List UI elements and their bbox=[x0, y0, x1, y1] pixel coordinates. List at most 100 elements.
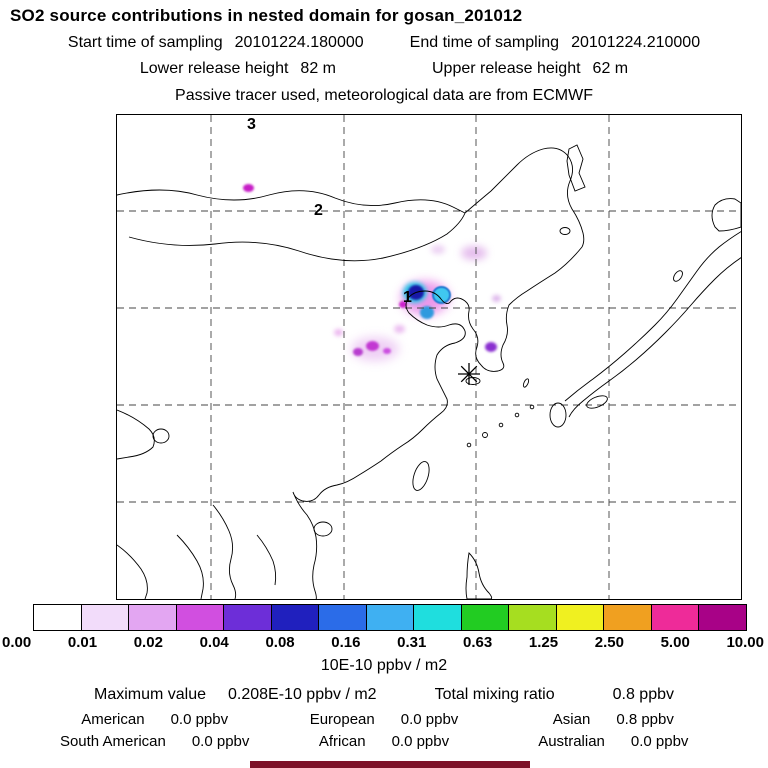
lower-release-label: Lower release height bbox=[139, 60, 289, 77]
border-indochina-3 bbox=[256, 534, 277, 586]
region-stat-value: 0.0 ppbv bbox=[170, 711, 229, 728]
colorbar-segment bbox=[699, 605, 746, 630]
concentration-map: 3 2 1 bbox=[116, 114, 742, 600]
colorbar-segment bbox=[34, 605, 82, 630]
coastline-mainland bbox=[292, 246, 583, 599]
region-stat-value: 0.8 ppbv bbox=[616, 711, 674, 728]
colorbar-segment bbox=[651, 605, 700, 630]
colorbar-segments bbox=[33, 604, 747, 631]
concentration-blob bbox=[492, 295, 501, 302]
colorbar-tick-label: 0.08 bbox=[265, 634, 295, 651]
colorbar-units-label: 10E-10 ppbv / m2 bbox=[320, 657, 448, 674]
concentration-blob bbox=[461, 246, 487, 260]
island-shikoku bbox=[586, 395, 608, 409]
region-stat: South American 0.0 ppbv bbox=[40, 733, 269, 750]
colorbar-tick-label: 0.01 bbox=[67, 634, 98, 651]
coastline-japan-east bbox=[568, 257, 741, 418]
concentration-blob bbox=[399, 301, 407, 308]
colorbar-tick-label: 0.63 bbox=[463, 634, 493, 651]
region-stat-value: 0.0 ppbv bbox=[191, 733, 250, 750]
map-canvas: 3 2 1 bbox=[117, 115, 741, 599]
island-sakhalin bbox=[566, 144, 586, 192]
bottom-strip bbox=[250, 761, 530, 768]
maximum-value-stat: Maximum value 0.208E-10 ppbv / m2 bbox=[94, 686, 377, 704]
concentration-blob bbox=[353, 348, 363, 356]
concentration-blob bbox=[394, 325, 405, 333]
page-title: SO2 source contributions in nested domai… bbox=[10, 6, 523, 25]
maximum-value-label: Maximum value bbox=[93, 686, 207, 703]
coastline-japan-west bbox=[564, 231, 741, 402]
start-time-label: Start time of sampling bbox=[67, 34, 223, 51]
end-time: End time of sampling 20101224.210000 bbox=[410, 34, 700, 52]
colorbar-tick-label: 0.02 bbox=[133, 634, 163, 651]
concentration-blob bbox=[383, 348, 391, 354]
colorbar-segment bbox=[224, 605, 272, 630]
region-stat-label: Australian bbox=[538, 733, 605, 750]
border-himalaya bbox=[117, 409, 155, 460]
island-kyushu bbox=[549, 402, 567, 428]
lower-release-value: 82 m bbox=[300, 60, 336, 77]
colorbar-segment bbox=[129, 605, 177, 630]
island-ryukyu bbox=[529, 404, 535, 410]
lake-qinghai bbox=[152, 428, 170, 444]
region-stats: American 0.0 ppbv European 0.0 ppbv Asian 0.8… bbox=[40, 711, 728, 750]
maximum-value: 0.208E-10 ppbv / m2 bbox=[228, 686, 377, 703]
upper-release: Upper release height 62 m bbox=[432, 60, 628, 78]
border-indochina-2 bbox=[176, 534, 204, 599]
island-hokkaido bbox=[711, 198, 741, 232]
colorbar-segment bbox=[319, 605, 367, 630]
region-stat-value: 0.0 ppbv bbox=[391, 733, 450, 750]
colorbar-tick-label: 10.00 bbox=[726, 634, 764, 651]
region-stat-value: 0.0 ppbv bbox=[630, 733, 689, 750]
island-taiwan bbox=[412, 461, 430, 491]
region-stat: Asian 0.8 ppbv bbox=[499, 711, 728, 728]
concentration-blob bbox=[485, 342, 497, 352]
region-stat: European 0.0 ppbv bbox=[269, 711, 498, 728]
trajectory-marker-3: 3 bbox=[247, 116, 256, 133]
region-stat-label: African bbox=[318, 733, 366, 750]
start-time: Start time of sampling 20101224.180000 bbox=[68, 34, 364, 52]
upper-release-value: 62 m bbox=[592, 60, 629, 77]
colorbar-segment bbox=[556, 605, 605, 630]
trajectory-marker-1: 1 bbox=[403, 289, 412, 306]
border-manchuria bbox=[464, 147, 585, 248]
colorbar-segment bbox=[271, 605, 320, 630]
region-stat-label: European bbox=[309, 711, 375, 728]
end-time-label: End time of sampling bbox=[409, 34, 560, 51]
latlon-grid bbox=[117, 115, 741, 599]
island-okinawa bbox=[482, 432, 488, 438]
coastlines bbox=[117, 144, 741, 599]
trajectory-marker-2: 2 bbox=[314, 202, 323, 219]
start-time-value: 20101224.180000 bbox=[234, 34, 364, 51]
region-stat-label: South American bbox=[59, 733, 166, 750]
colorbar-ticks: 0.00 0.01 0.02 0.04 0.08 0.16 0.31 0.63 1.25 2.50… bbox=[2, 634, 764, 651]
island-sado bbox=[673, 270, 683, 282]
sampling-times-line: Start time of sampling 20101224.180000 E… bbox=[0, 34, 768, 52]
border-russia-mongolia bbox=[117, 189, 466, 214]
release-heights-line: Lower release height 82 m Upper release … bbox=[0, 60, 768, 78]
island-ryukyu bbox=[466, 442, 472, 448]
island-luzon bbox=[465, 552, 493, 599]
lake-khanka bbox=[559, 227, 571, 235]
concentration-blob bbox=[366, 341, 379, 351]
colorbar-tick-label: 0.16 bbox=[331, 634, 361, 651]
region-stat-label: American bbox=[81, 711, 145, 728]
receptor-asterisk-icon bbox=[458, 363, 480, 385]
tracer-note: Passive tracer used, meteorological data… bbox=[175, 87, 593, 104]
border-mongolia-china bbox=[128, 212, 466, 262]
island-ryukyu bbox=[514, 412, 520, 418]
total-mixing-ratio-label: Total mixing ratio bbox=[434, 686, 555, 703]
region-stat-label: Asian bbox=[552, 711, 591, 728]
total-mixing-ratio-value: 0.8 ppbv bbox=[612, 686, 674, 703]
trajectory-markers: 3 2 1 bbox=[247, 116, 412, 306]
colorbar-segment bbox=[176, 605, 225, 630]
concentration-blob bbox=[243, 184, 254, 192]
coastline-myanmar bbox=[117, 544, 148, 599]
colorbar-segment bbox=[366, 605, 415, 630]
colorbar-tick-label: 2.50 bbox=[594, 634, 624, 651]
concentration-blob bbox=[431, 245, 445, 254]
region-stat-value: 0.0 ppbv bbox=[400, 711, 459, 728]
island-ryukyu bbox=[498, 422, 504, 428]
concentration-blob bbox=[334, 329, 343, 336]
